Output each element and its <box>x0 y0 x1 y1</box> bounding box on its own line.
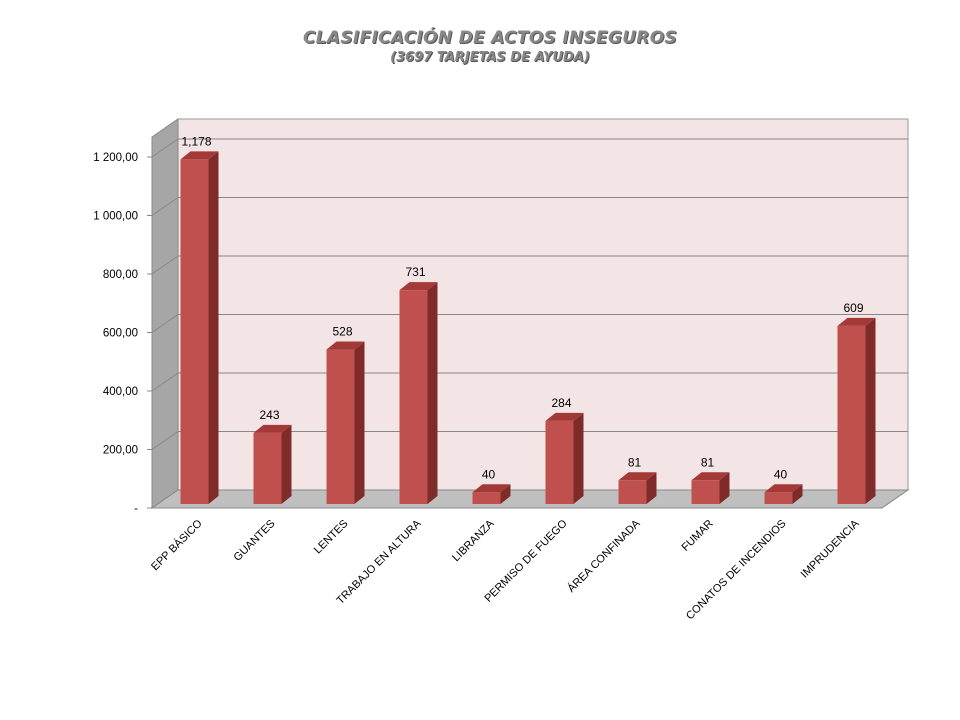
bar-side <box>500 484 511 504</box>
gridline <box>151 314 908 333</box>
bar <box>545 420 574 504</box>
bar-top <box>545 412 584 421</box>
bar-top <box>472 484 511 493</box>
bar <box>837 325 866 504</box>
bar-side <box>573 412 584 504</box>
bar-top <box>837 317 876 326</box>
bar-top <box>764 484 803 493</box>
bar <box>618 480 647 504</box>
gridline <box>151 431 908 450</box>
y-tick-label: - <box>134 503 138 515</box>
bar-top <box>326 341 365 350</box>
bar-top <box>691 472 730 481</box>
category-label: PERMISO DE FUEGO <box>482 517 569 604</box>
bar <box>691 480 720 504</box>
bar-side <box>865 317 876 504</box>
category-label: LIBRANZA <box>450 517 497 564</box>
data-label: 1,178 <box>181 134 211 148</box>
category-label: ÁREA CONFINADA <box>565 516 643 594</box>
bar-side <box>792 484 803 504</box>
data-label: 40 <box>482 467 496 481</box>
bar-top <box>253 424 292 433</box>
y-tick-label: 800,00 <box>103 269 138 281</box>
y-tick-label: 1 200,00 <box>93 152 138 164</box>
category-label: LENTES <box>312 518 351 557</box>
category-label: EPP BÁSICO <box>148 517 204 573</box>
data-label: 284 <box>551 396 571 410</box>
y-tick-label: 1 000,00 <box>93 211 138 223</box>
y-tick-label: 200,00 <box>103 445 138 457</box>
bar <box>326 349 355 504</box>
data-label: 40 <box>774 467 788 481</box>
bar <box>399 290 428 504</box>
category-label: GUANTES <box>232 518 278 564</box>
bar <box>472 492 501 504</box>
data-label: 81 <box>701 455 715 469</box>
category-label: FUMAR <box>679 518 715 554</box>
gridline <box>151 197 908 216</box>
gridline <box>151 138 908 158</box>
bar-side <box>208 151 219 504</box>
bar-top <box>180 151 219 160</box>
side-wall <box>151 118 179 509</box>
gridline <box>151 255 908 275</box>
data-label: 243 <box>259 408 279 422</box>
chart-title: CLASIFICACIÓN DE ACTOS INSEGUROS <box>303 28 677 48</box>
bar-side <box>281 424 292 504</box>
data-label: 81 <box>628 455 642 469</box>
y-tick-label: 600,00 <box>103 328 138 340</box>
gridline <box>151 372 908 392</box>
bar-side <box>646 472 657 504</box>
bar <box>253 432 282 504</box>
chart-title-block: CLASIFICACIÓN DE ACTOS INSEGUROS (3697 T… <box>0 28 960 65</box>
bar-side <box>719 472 730 504</box>
bar-side <box>427 282 438 504</box>
data-label: 731 <box>405 265 425 279</box>
data-label: 609 <box>843 301 863 315</box>
bar <box>180 159 209 504</box>
bar-side <box>354 341 365 504</box>
category-label: TRABAJO EN ALTURA <box>334 517 424 607</box>
bar <box>764 492 793 504</box>
category-label: IMPRUDENCIA <box>799 517 862 580</box>
data-label: 528 <box>332 325 352 339</box>
bar-top <box>618 472 657 481</box>
y-tick-label: 400,00 <box>103 386 138 398</box>
bar-top <box>399 282 438 291</box>
chart-subtitle: (3697 TARJETAS DE AYUDA) <box>390 50 590 65</box>
